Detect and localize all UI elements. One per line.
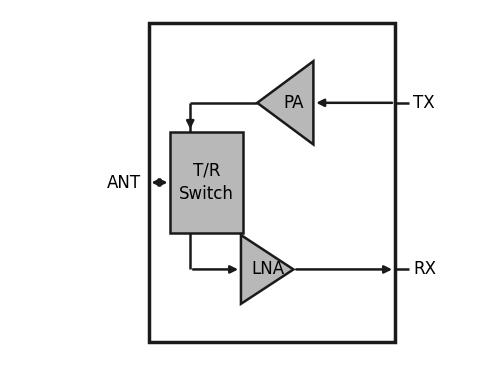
Bar xyxy=(148,23,395,342)
Polygon shape xyxy=(257,61,314,145)
Text: ANT: ANT xyxy=(107,173,142,192)
Text: PA: PA xyxy=(284,94,304,112)
Polygon shape xyxy=(241,235,294,304)
Text: RX: RX xyxy=(413,261,436,278)
Text: T/R
Switch: T/R Switch xyxy=(179,162,234,203)
Text: TX: TX xyxy=(413,94,434,112)
Bar xyxy=(170,132,243,233)
Text: LNA: LNA xyxy=(252,261,285,278)
